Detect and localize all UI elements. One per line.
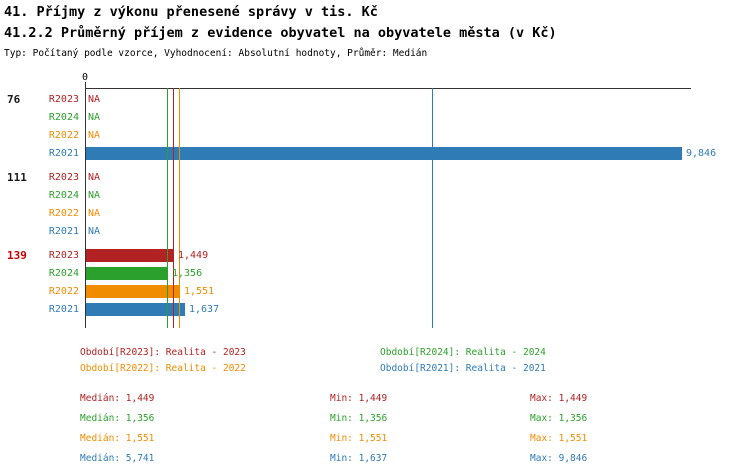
row-label: R2023 <box>48 250 79 261</box>
row-label: R2022 <box>48 208 79 219</box>
bar <box>86 147 682 160</box>
row-label: R2022 <box>48 130 79 141</box>
stat-min: Min: 1,356 <box>330 413 388 424</box>
na-label: NA <box>88 172 101 183</box>
legend-item: Období[R2022]: Realita - 2022 <box>80 363 246 374</box>
stat-max: Max: 9,846 <box>530 453 588 464</box>
stat-min: Min: 1,449 <box>330 393 388 404</box>
group-label: 76 <box>7 93 21 106</box>
bar <box>86 285 180 298</box>
row-label: R2024 <box>48 190 79 201</box>
chart-title-line1: 41. Příjmy z výkonu přenesené správy v t… <box>4 4 378 20</box>
row-label: R2024 <box>48 112 79 123</box>
row-label: R2023 <box>48 94 79 105</box>
bar <box>86 303 185 316</box>
chart-subtitle: Typ: Počítaný podle vzorce, Vyhodnocení:… <box>4 48 428 59</box>
stat-max: Max: 1,356 <box>530 413 588 424</box>
stat-min: Min: 1,637 <box>330 453 388 464</box>
bar-value-label: 1,637 <box>189 304 220 315</box>
row-label: R2023 <box>48 172 79 183</box>
legend-item: Období[R2023]: Realita - 2023 <box>80 347 246 358</box>
stat-median: Medián: 1,356 <box>80 413 155 424</box>
bar-value-label: 1,356 <box>172 268 203 279</box>
row-label: R2021 <box>48 148 79 159</box>
stat-median: Medián: 5,741 <box>80 453 155 464</box>
na-label: NA <box>88 226 101 237</box>
row-label: R2024 <box>48 268 79 279</box>
stat-max: Max: 1,551 <box>530 433 588 444</box>
stat-min: Min: 1,551 <box>330 433 388 444</box>
x-axis-line <box>85 88 691 89</box>
stat-median: Medián: 1,449 <box>80 393 155 404</box>
median-line <box>179 88 180 328</box>
median-line <box>173 88 174 328</box>
chart-title-line2: 41.2.2 Průměrný příjem z evidence obyvat… <box>4 25 557 41</box>
group-label: 111 <box>7 171 27 184</box>
na-label: NA <box>88 130 101 141</box>
bar <box>86 249 174 262</box>
median-line <box>167 88 168 328</box>
median-line <box>432 88 433 328</box>
bar-value-label: 1,449 <box>178 250 209 261</box>
bar-value-label: 9,846 <box>686 148 717 159</box>
bar <box>86 267 168 280</box>
na-label: NA <box>88 190 101 201</box>
x-axis-tick <box>85 82 86 88</box>
stat-max: Max: 1,449 <box>530 393 588 404</box>
row-label: R2021 <box>48 226 79 237</box>
group-label: 139 <box>7 249 27 262</box>
legend-item: Období[R2021]: Realita - 2021 <box>380 363 546 374</box>
na-label: NA <box>88 94 101 105</box>
legend-item: Období[R2024]: Realita - 2024 <box>380 347 546 358</box>
na-label: NA <box>88 112 101 123</box>
row-label: R2021 <box>48 304 79 315</box>
bar-value-label: 1,551 <box>184 286 215 297</box>
na-label: NA <box>88 208 101 219</box>
stat-median: Medián: 1,551 <box>80 433 155 444</box>
y-axis-line <box>85 88 86 328</box>
x-axis-zero-label: 0 <box>81 72 89 83</box>
row-label: R2022 <box>48 286 79 297</box>
